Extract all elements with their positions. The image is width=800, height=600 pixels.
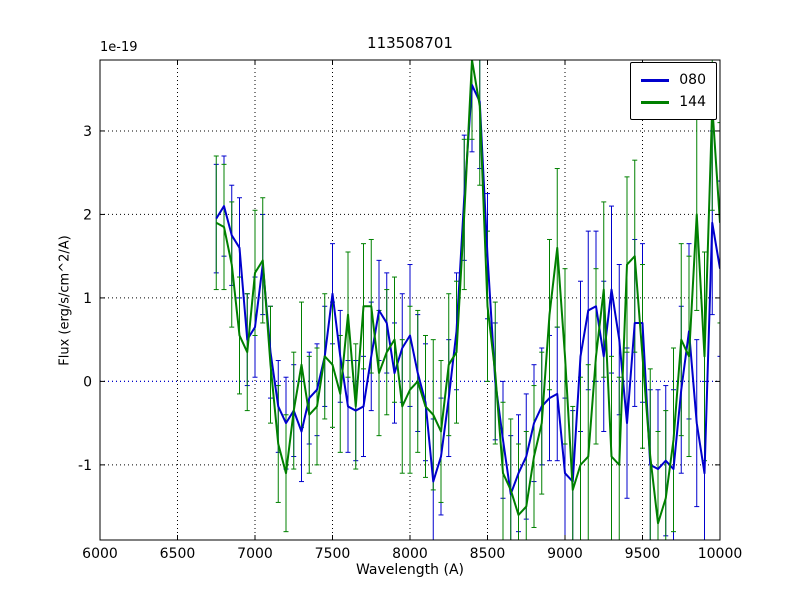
svg-text:9000: 9000 (547, 546, 583, 562)
svg-text:2: 2 (83, 207, 92, 223)
svg-text:7500: 7500 (315, 546, 351, 562)
svg-text:0: 0 (83, 374, 92, 390)
svg-text:6000: 6000 (82, 546, 118, 562)
legend-label: 080 (679, 72, 706, 88)
legend-line-icon (641, 100, 670, 104)
svg-text:7000: 7000 (237, 546, 273, 562)
y-axis-label: Flux (erg/s/cm^2/A) (57, 235, 73, 366)
legend-entry-144: 144 (641, 91, 706, 113)
svg-text:9500: 9500 (625, 546, 661, 562)
svg-text:6500: 6500 (160, 546, 196, 562)
legend-entry-080: 080 (641, 69, 706, 91)
y-axis-offset-text: 1e-19 (100, 40, 138, 55)
svg-text:3: 3 (83, 124, 92, 140)
svg-text:10000: 10000 (698, 546, 743, 562)
svg-text:8500: 8500 (470, 546, 506, 562)
svg-text:-1: -1 (78, 458, 92, 474)
legend-label: 144 (679, 94, 706, 110)
legend-line-icon (641, 78, 670, 82)
legend: 080 144 (630, 62, 717, 120)
plot-title: 113508701 (367, 34, 453, 52)
x-axis-label: Wavelength (A) (355, 562, 464, 578)
svg-text:8000: 8000 (392, 546, 428, 562)
svg-text:1: 1 (83, 291, 92, 307)
